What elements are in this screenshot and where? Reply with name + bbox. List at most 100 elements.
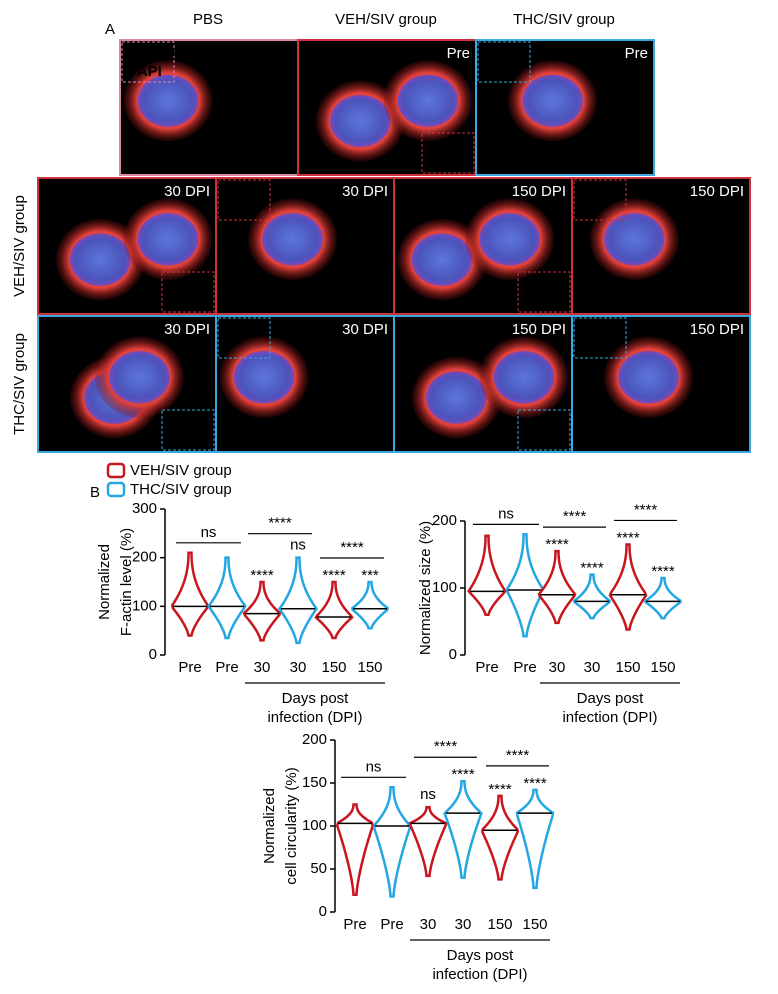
time-label: Pre — [447, 45, 470, 62]
time-label: 30 DPI — [342, 183, 388, 200]
time-label: 150 DPI — [690, 321, 744, 338]
cell-nucleus — [522, 74, 583, 127]
x-tick-label: 150 — [615, 659, 640, 676]
inset — [121, 41, 175, 83]
violin — [467, 534, 507, 617]
stain-label: DAPI — [44, 201, 80, 218]
y-axis-label: cell circularity (%) — [283, 767, 300, 885]
violin — [608, 543, 648, 631]
row-label: THC/SIV group — [11, 333, 28, 435]
inset — [161, 271, 215, 313]
cell-nucleus — [262, 213, 323, 266]
x-tick-label: 150 — [522, 916, 547, 933]
significance-label: **** — [322, 567, 346, 584]
inset — [573, 317, 627, 359]
column-header: PBS — [193, 11, 223, 28]
y-axis-label: F-actin level (%) — [118, 528, 135, 636]
y-tick-label: 0 — [449, 646, 457, 663]
comparison-label: ns — [201, 524, 217, 541]
cell-nucleus — [233, 351, 295, 404]
x-group-label: infection (DPI) — [432, 966, 527, 983]
cell-nucleus — [426, 371, 487, 424]
comparison-label: **** — [563, 508, 587, 525]
x-tick-label: 30 — [254, 659, 271, 676]
inset — [517, 409, 571, 451]
inset — [217, 179, 271, 221]
cell-nucleus — [70, 233, 131, 286]
violin — [242, 580, 282, 642]
stain-label: F-actin — [400, 181, 449, 198]
violin — [170, 551, 210, 637]
time-label: 150 DPI — [690, 183, 744, 200]
inset — [573, 179, 627, 221]
stain-label: F-actin — [44, 181, 93, 198]
violin — [314, 580, 354, 640]
time-label: 150 DPI — [512, 183, 566, 200]
cell-nucleus — [137, 74, 199, 127]
violin — [207, 556, 247, 640]
x-tick-label: 150 — [357, 659, 382, 676]
column-header: THC/SIV group — [513, 11, 615, 28]
y-tick-label: 0 — [149, 646, 157, 663]
comparison-label: **** — [506, 747, 530, 764]
y-tick-label: 100 — [132, 597, 157, 614]
violin — [443, 780, 483, 879]
x-tick-label: Pre — [178, 659, 201, 676]
legend-swatch — [106, 481, 126, 498]
stain-label: F-actin — [44, 319, 93, 336]
violin — [372, 786, 412, 898]
stain-label: F-actin — [400, 319, 449, 336]
cell-nucleus — [604, 213, 665, 266]
y-tick-label: 200 — [132, 549, 157, 566]
y-tick-label: 100 — [432, 579, 457, 596]
y-tick-label: 50 — [310, 860, 327, 877]
x-tick-label: 150 — [487, 916, 512, 933]
inset — [161, 409, 215, 451]
x-group-label: Days post — [577, 690, 645, 707]
legend-label: THC/SIV group — [130, 481, 232, 498]
violin — [515, 788, 555, 890]
y-axis-label: Normalized — [261, 788, 278, 864]
comparison-label: **** — [634, 501, 658, 518]
time-label: 150 DPI — [512, 321, 566, 338]
significance-label: **** — [451, 766, 475, 783]
violin — [537, 549, 577, 625]
significance-label: ns — [420, 786, 436, 803]
y-tick-label: 300 — [132, 500, 157, 517]
y-tick-label: 100 — [302, 817, 327, 834]
y-tick-label: 150 — [302, 774, 327, 791]
comparison-label: **** — [340, 539, 364, 556]
x-tick-label: 30 — [584, 659, 601, 676]
x-group-label: Days post — [282, 690, 350, 707]
x-group-label: Days post — [447, 947, 515, 964]
x-group-label: infection (DPI) — [267, 709, 362, 726]
violin — [506, 533, 544, 638]
significance-label: ns — [290, 537, 306, 554]
x-tick-label: Pre — [343, 916, 366, 933]
stain-label: DAPI — [44, 339, 80, 356]
stain-label: DAPI — [400, 339, 436, 356]
y-axis-label: Normalized — [96, 544, 113, 620]
cell-nucleus — [330, 95, 391, 147]
x-tick-label: Pre — [380, 916, 403, 933]
violin — [644, 576, 682, 620]
significance-label: **** — [651, 563, 675, 580]
cell-nucleus — [137, 213, 199, 266]
cell-nucleus — [411, 233, 473, 286]
comparison-label: **** — [268, 515, 292, 532]
row-label: VEH/SIV group — [11, 195, 28, 297]
inset — [217, 317, 271, 359]
x-tick-label: 150 — [321, 659, 346, 676]
significance-label: **** — [523, 775, 547, 792]
y-tick-label: 0 — [319, 903, 327, 920]
significance-label: **** — [580, 560, 604, 577]
x-tick-label: 30 — [549, 659, 566, 676]
y-axis-label: Normalized size (%) — [417, 521, 434, 655]
violin — [481, 794, 519, 881]
comparison-label: ns — [498, 505, 514, 522]
cell-nucleus — [109, 351, 170, 404]
significance-label: **** — [250, 567, 274, 584]
legend-label: VEH/SIV group — [130, 462, 232, 479]
stain-label: DAPI — [400, 201, 436, 218]
